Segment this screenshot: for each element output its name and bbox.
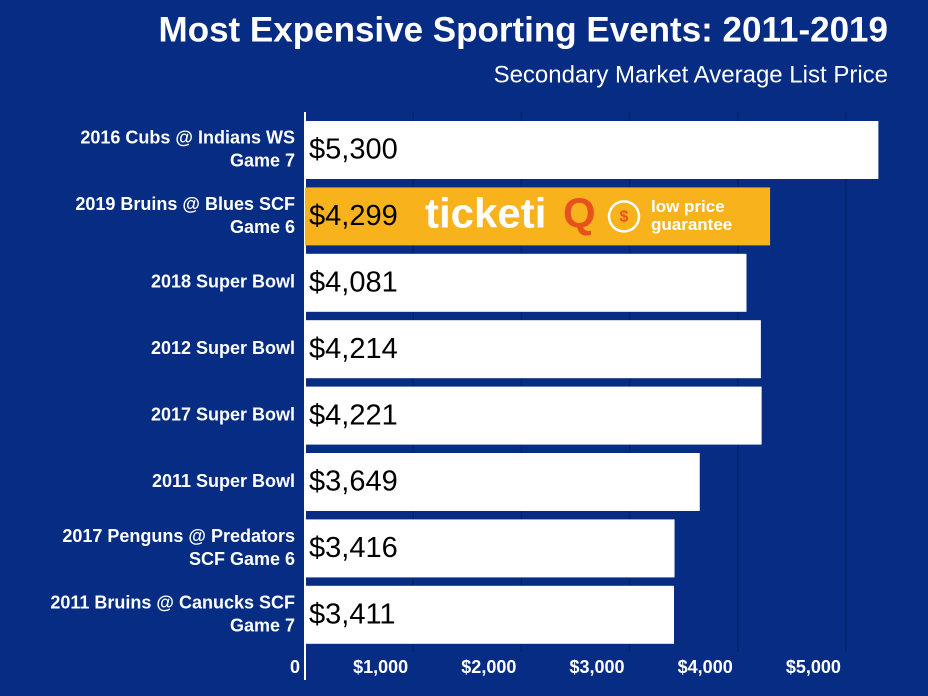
category-label: 2011 Super Bowl (152, 471, 295, 491)
category-label: 2018 Super Bowl (151, 272, 295, 292)
category-label: 2016 Cubs @ Indians WS Game 7 (80, 127, 295, 170)
logo-brand: ticketi (425, 189, 546, 236)
bar (305, 253, 747, 312)
category-label: 2017 Penguns @ Predators SCF Game 6 (62, 526, 295, 569)
x-tick-label: 0 (290, 657, 300, 677)
x-tick-label: $5,000 (786, 657, 841, 677)
value-label: $3,416 (309, 532, 398, 564)
bar (305, 585, 675, 644)
logo-badge (607, 200, 641, 233)
chart-title: Most Expensive Sporting Events: 2011-201… (159, 10, 888, 49)
logo-badge-icon: $ (620, 209, 629, 226)
logo-brand-mark: Q (563, 189, 596, 236)
bar (305, 519, 675, 578)
bar (305, 386, 762, 445)
category-label: 2017 Super Bowl (151, 404, 295, 424)
bar (305, 187, 771, 246)
x-tick-label: $4,000 (678, 657, 733, 677)
category-label: 2019 Bruins @ Blues SCF Game 6 (75, 194, 295, 237)
logo-tagline: low price (651, 197, 725, 216)
x-tick-label: $1,000 (353, 657, 408, 677)
value-label: $4,299 (309, 200, 398, 232)
value-label: $5,300 (309, 134, 398, 166)
x-tick-label: $2,000 (461, 657, 516, 677)
bar (305, 121, 879, 179)
chart-subtitle: Secondary Market Average List Price (494, 61, 888, 88)
value-label: $4,214 (309, 333, 398, 365)
category-label: 2011 Bruins @ Canucks SCF Game 7 (50, 592, 295, 635)
value-label: $3,411 (309, 598, 396, 630)
value-label: $3,649 (309, 466, 398, 498)
bar (305, 320, 761, 379)
logo-tagline: guarantee (651, 215, 732, 234)
bar (305, 453, 700, 511)
x-tick-label: $3,000 (569, 657, 624, 677)
value-label: $4,081 (309, 266, 398, 298)
category-label: 2012 Super Bowl (151, 338, 295, 358)
value-label: $4,221 (309, 399, 398, 431)
